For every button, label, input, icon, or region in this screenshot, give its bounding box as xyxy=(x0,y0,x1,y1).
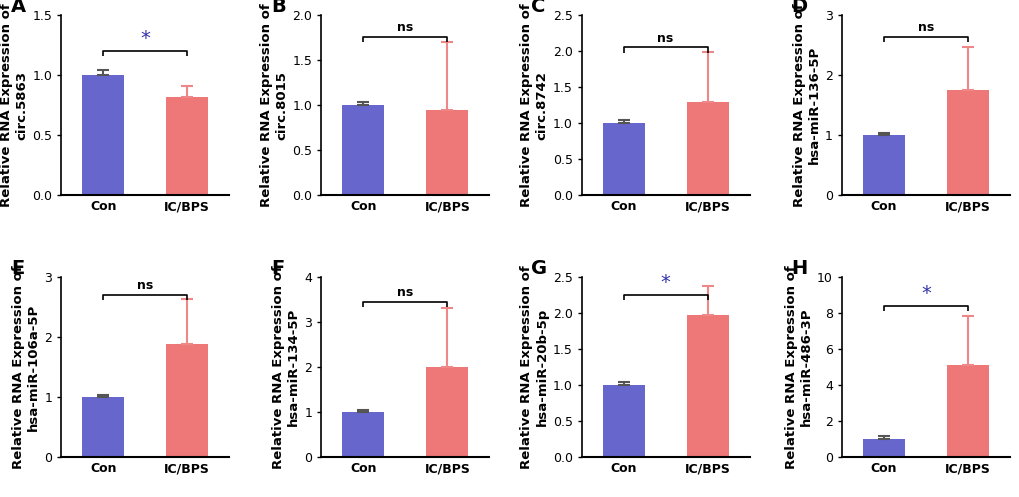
Bar xyxy=(342,105,384,195)
Text: E: E xyxy=(11,258,24,278)
Bar xyxy=(342,412,384,457)
Text: ns: ns xyxy=(137,279,153,292)
Y-axis label: Relative RNA Expression of
circ.5863: Relative RNA Expression of circ.5863 xyxy=(0,3,28,207)
Y-axis label: Relative RNA Expression of
hsa-miR-106a-5P: Relative RNA Expression of hsa-miR-106a-… xyxy=(12,265,40,469)
Y-axis label: Relative RNA Expression of
hsa-miR-486-3P: Relative RNA Expression of hsa-miR-486-3… xyxy=(784,265,812,469)
Bar xyxy=(862,439,904,457)
Text: C: C xyxy=(531,0,545,16)
Text: A: A xyxy=(11,0,25,16)
Bar xyxy=(686,315,728,457)
Y-axis label: Relative RNA Expression of
hsa-miR-136-5P: Relative RNA Expression of hsa-miR-136-5… xyxy=(792,3,820,207)
Bar xyxy=(686,101,728,195)
Bar xyxy=(426,367,468,457)
Bar xyxy=(946,90,987,195)
Text: ns: ns xyxy=(657,32,674,45)
Bar xyxy=(862,135,904,195)
Bar xyxy=(602,385,644,457)
Bar xyxy=(602,123,644,195)
Text: H: H xyxy=(791,258,807,278)
Text: *: * xyxy=(660,273,669,292)
Bar xyxy=(166,344,208,457)
Text: ns: ns xyxy=(396,21,413,34)
Text: *: * xyxy=(140,29,150,48)
Y-axis label: Relative RNA Expression of
hsa-miR-20b-5p: Relative RNA Expression of hsa-miR-20b-5… xyxy=(520,265,548,469)
Bar xyxy=(166,97,208,195)
Text: D: D xyxy=(791,0,807,16)
Text: F: F xyxy=(271,258,284,278)
Bar xyxy=(426,110,468,195)
Y-axis label: Relative RNA Expression of
circ.8015: Relative RNA Expression of circ.8015 xyxy=(260,3,288,207)
Bar xyxy=(946,365,987,457)
Bar xyxy=(83,75,124,195)
Y-axis label: Relative RNA Expression of
circ.8742: Relative RNA Expression of circ.8742 xyxy=(520,3,548,207)
Text: ns: ns xyxy=(917,21,933,34)
Text: *: * xyxy=(920,284,930,303)
Text: G: G xyxy=(531,258,547,278)
Bar xyxy=(83,397,124,457)
Text: ns: ns xyxy=(396,286,413,299)
Text: B: B xyxy=(271,0,285,16)
Y-axis label: Relative RNA Expression of
hsa-miR-134-5P: Relative RNA Expression of hsa-miR-134-5… xyxy=(272,265,300,469)
